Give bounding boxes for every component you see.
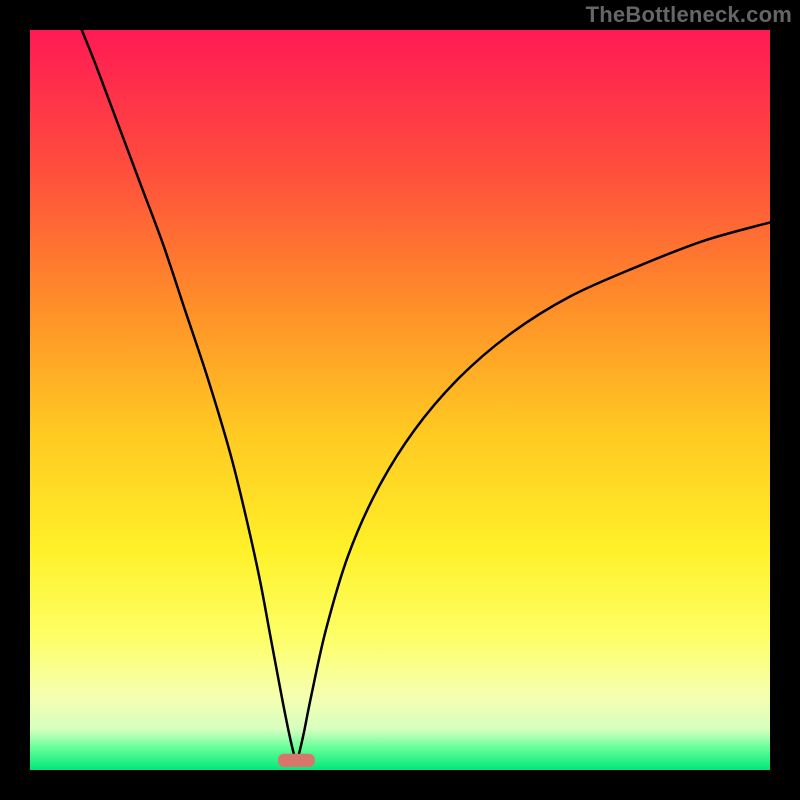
minimum-marker	[278, 754, 315, 767]
plot-background	[30, 30, 770, 770]
watermark-text: TheBottleneck.com	[586, 2, 792, 28]
chart-svg	[30, 30, 770, 770]
chart-stage: TheBottleneck.com	[0, 0, 800, 800]
plot-area	[30, 30, 770, 770]
